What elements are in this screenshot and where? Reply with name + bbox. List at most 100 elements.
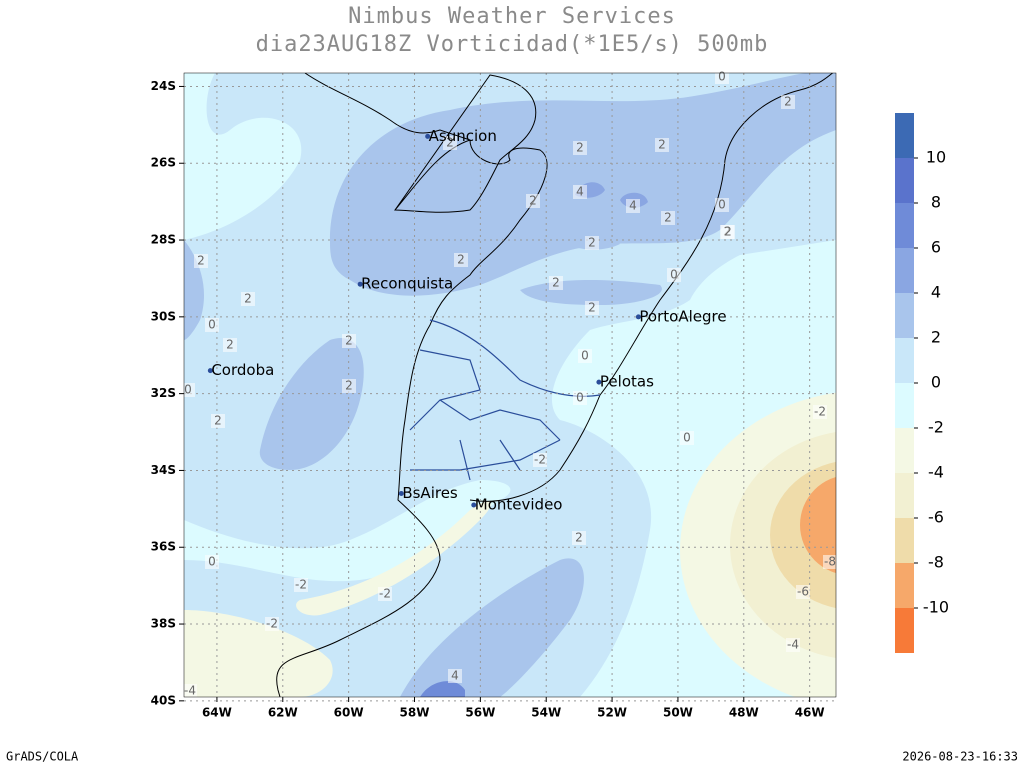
contour-label-bg: [781, 95, 795, 109]
contour-label-bg: [715, 198, 729, 212]
colorbar-swatch: [895, 158, 914, 203]
city-dot: [398, 490, 404, 496]
colorbar-label: 6: [931, 238, 941, 257]
colorbar-label: -2: [928, 418, 944, 437]
contour-label-bg: [265, 617, 279, 631]
shade-neg8-neg6: [770, 461, 836, 609]
city-dot: [471, 502, 477, 508]
contour-label: 2: [244, 292, 252, 306]
contour-label-bg: [454, 253, 468, 267]
shade-2-4: [259, 338, 364, 470]
contour-label-bg: [786, 638, 800, 652]
contour-label: -2: [266, 617, 278, 631]
x-tick-label: 64W: [202, 706, 232, 720]
y-tick-label: 30S: [151, 309, 176, 323]
shade-neg4-neg2: [296, 501, 491, 616]
colorbar-swatch: [895, 383, 914, 428]
x-tick-label: 50W: [663, 706, 693, 720]
city-label: PortoAlegre: [639, 307, 726, 325]
x-tick-label: 60W: [334, 706, 364, 720]
contour-label-bg: [585, 301, 599, 315]
city-dot: [207, 368, 213, 374]
contour-label: 2: [457, 253, 465, 267]
contour-label: -6: [797, 585, 809, 599]
contour-label: 2: [214, 414, 222, 428]
x-tick-label: 58W: [400, 706, 430, 720]
contour-label: 0: [718, 198, 726, 212]
contour-label-bg: [661, 211, 675, 225]
contour-label: 0: [683, 431, 691, 445]
contour-label: 0: [581, 349, 589, 363]
contour-label-bg: [585, 236, 599, 250]
contour-label: 2: [345, 379, 353, 393]
contour-label-bg: [573, 185, 587, 199]
colorbar-label: -4: [928, 463, 944, 482]
y-tick-label: 26S: [151, 156, 176, 170]
colorbar-label: -8: [928, 553, 944, 572]
contour-label: 2: [664, 211, 672, 225]
border: [409, 319, 601, 481]
contour-label-bg: [715, 70, 729, 84]
contour-label: 2: [588, 236, 596, 250]
shade-2-4: [330, 73, 836, 296]
contour-label: 0: [208, 318, 216, 332]
shade-neg2-0: [184, 73, 302, 240]
shade-2-4: [184, 240, 205, 340]
shade-4-6: [420, 681, 465, 697]
axes: 64W 62W 60W 58W 56W 54W 52W 50W 48W 46W 24S 26S 28S 3…: [151, 72, 837, 720]
contour-label-bg: [448, 669, 462, 683]
contour-label: 2: [784, 95, 792, 109]
contour-label-bg: [526, 194, 540, 208]
city-dot: [357, 281, 363, 287]
contour-label-bg: [578, 349, 592, 363]
shade-neg10-neg8: [800, 477, 836, 573]
city-label: Asuncion: [429, 127, 497, 145]
colorbar-swatch: [895, 428, 914, 473]
contour-label-bg: [823, 555, 837, 569]
x-tick-label: 62W: [268, 706, 298, 720]
colorbar-swatch: [895, 113, 914, 158]
colorbar-swatch: [895, 518, 914, 563]
contour-label: 0: [670, 268, 678, 282]
contour-label: -4: [787, 638, 799, 652]
subtitle: dia23AUG18Z Vorticidad(*1E5/s) 500mb: [256, 32, 769, 57]
contour-label: 2: [446, 136, 454, 150]
x-tick-label: 46W: [795, 706, 825, 720]
field: [184, 73, 836, 697]
x-tick-label: 56W: [465, 706, 495, 720]
x-tick-label: 52W: [597, 706, 627, 720]
y-tick-label: 34S: [151, 463, 176, 477]
contour-label-bg: [796, 585, 810, 599]
contour-label: 0: [208, 555, 216, 569]
contour-label-bg: [205, 318, 219, 332]
colorbar-label: 8: [931, 193, 941, 212]
city-label: Cordoba: [211, 361, 274, 379]
contour-label: 4: [629, 199, 637, 213]
contour-label-bg: [223, 338, 237, 352]
contour-label-bg: [721, 225, 735, 239]
shade-neg2-0: [184, 480, 511, 582]
colorbar-label: 2: [931, 328, 941, 347]
contour-label: 2: [724, 225, 732, 239]
contour-label: -8: [824, 555, 836, 569]
contour-label-bg: [813, 405, 827, 419]
x-tick-label: 48W: [729, 706, 759, 720]
y-tick-label: 36S: [151, 540, 176, 554]
contour-label-bg: [194, 254, 208, 268]
colorbar-swatch: [895, 203, 914, 248]
shade-2-4: [400, 558, 584, 697]
contour-label: 4: [451, 669, 459, 683]
footer-right: 2026-08-23-16:33: [902, 750, 1018, 764]
contour-label: 2: [658, 138, 666, 152]
colorbar-swatch: [895, 248, 914, 293]
contour-label: 0: [576, 391, 584, 405]
contour-label: 2: [575, 531, 583, 545]
contour-label-bg: [626, 199, 640, 213]
contour-label-bg: [342, 379, 356, 393]
contour-label-bg: [241, 292, 255, 306]
border: [394, 74, 537, 213]
cities: Asuncion Reconquista Cordoba BsAires Montevi…: [207, 127, 727, 514]
colorbar-label: 4: [931, 283, 941, 302]
contour-label-bg: [533, 453, 547, 467]
